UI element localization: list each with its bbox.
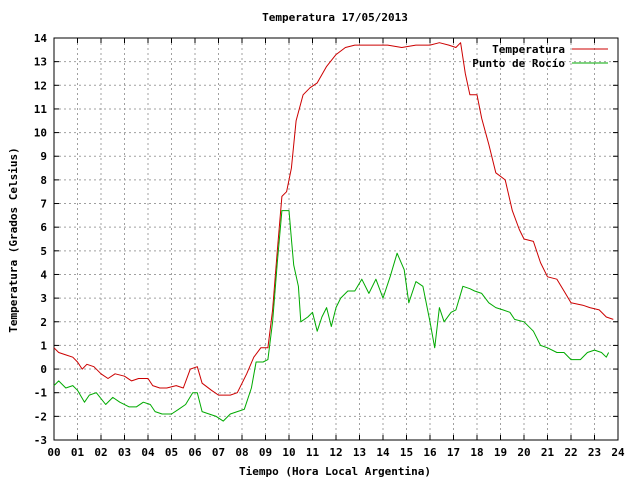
- y-tick-label: 10: [34, 127, 47, 140]
- y-tick-label: 6: [40, 221, 47, 234]
- x-tick-label: 18: [470, 446, 483, 459]
- y-tick-label: 5: [40, 245, 47, 258]
- x-axis-title: Tiempo (Hora Local Argentina): [239, 465, 431, 478]
- tick-layer: 00 01 02 03 04 05 06 07 08 09 10 11 12 13 14 15 16 17 18 19…: [34, 32, 625, 459]
- series-layer: [53, 42, 614, 422]
- x-tick-label: 06: [188, 446, 202, 459]
- series-line-punto-de-rocio: [53, 210, 610, 422]
- y-tick-label: 2: [40, 316, 47, 329]
- x-tick-label: 09: [259, 446, 272, 459]
- y-tick-label: 0: [40, 363, 47, 376]
- y-tick-label: 9: [40, 150, 47, 163]
- y-tick-label: 3: [40, 292, 47, 305]
- legend-label: Punto de Rocío: [472, 57, 565, 70]
- x-tick-label: 14: [376, 446, 390, 459]
- x-tick-label: 19: [494, 446, 507, 459]
- x-tick-label: 03: [118, 446, 131, 459]
- x-tick-label: 04: [141, 446, 155, 459]
- x-tick-label: 02: [94, 446, 107, 459]
- x-tick-label: 22: [564, 446, 577, 459]
- x-tick-label: 24: [611, 446, 625, 459]
- x-tick-label: 10: [282, 446, 295, 459]
- x-tick-label: 00: [47, 446, 60, 459]
- x-tick-label: 20: [517, 446, 530, 459]
- y-tick-label: 1: [40, 339, 47, 352]
- legend-label: Temperatura: [492, 43, 565, 56]
- x-tick-label: 21: [541, 446, 555, 459]
- series-line-temperatura: [53, 42, 614, 396]
- y-tick-label: 12: [34, 79, 47, 92]
- y-tick-label: -3: [34, 434, 47, 447]
- y-tick-label: 13: [34, 56, 47, 69]
- y-axis-title: Temperatura (Grados Celsius): [7, 147, 20, 332]
- x-tick-label: 16: [423, 446, 437, 459]
- y-tick-label: 8: [40, 174, 47, 187]
- x-tick-label: 12: [329, 446, 342, 459]
- y-tick-label: -2: [34, 410, 47, 423]
- y-tick-label: 14: [34, 32, 48, 45]
- x-tick-label: 01: [71, 446, 85, 459]
- x-tick-label: 17: [447, 446, 460, 459]
- x-tick-label: 23: [588, 446, 601, 459]
- y-tick-label: 11: [34, 103, 48, 116]
- grid-layer: [54, 38, 618, 440]
- x-tick-label: 08: [235, 446, 248, 459]
- x-tick-label: 05: [165, 446, 178, 459]
- x-tick-label: 13: [353, 446, 366, 459]
- y-tick-label: 4: [40, 268, 47, 281]
- y-tick-label: 7: [40, 198, 47, 211]
- x-tick-label: 11: [306, 446, 320, 459]
- chart-title: Temperatura 17/05/2013: [262, 11, 408, 24]
- y-tick-label: -1: [34, 387, 48, 400]
- x-tick-label: 15: [400, 446, 413, 459]
- x-tick-label: 07: [212, 446, 225, 459]
